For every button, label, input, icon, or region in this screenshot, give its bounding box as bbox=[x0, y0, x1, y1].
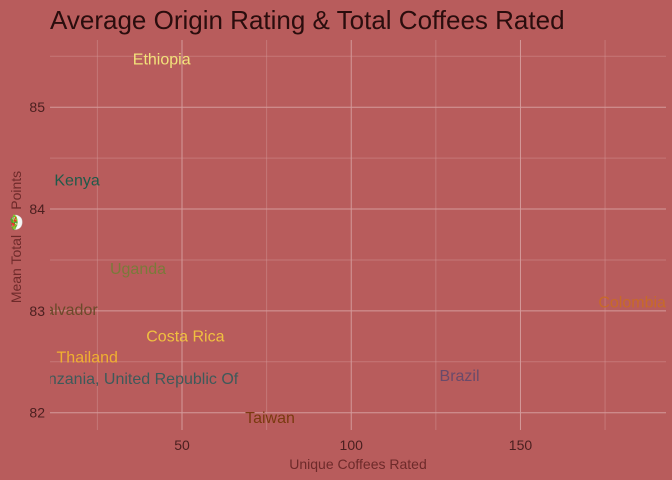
x-tick-label: 50 bbox=[174, 437, 190, 453]
point-label-tanzania-united-republic-of: Tanzania, United Republic Of bbox=[31, 371, 239, 388]
x-tick-label: 150 bbox=[509, 437, 533, 453]
x-tick-label: 100 bbox=[340, 437, 364, 453]
point-label-kenya: Kenya bbox=[54, 173, 99, 190]
point-label-el-salvador: El Salvador bbox=[16, 302, 98, 319]
grid-layer bbox=[50, 40, 666, 430]
y-tick-label: 84 bbox=[29, 201, 45, 217]
points-layer: Ethiopia Kenya Uganda El Salvador Colombia Co… bbox=[16, 51, 666, 427]
chart-title: Average Origin Rating & Total Coffees Ra… bbox=[50, 5, 565, 35]
y-tick-label: 83 bbox=[29, 303, 45, 319]
y-axis-title: Mean Total 🥗 Points bbox=[8, 171, 24, 303]
point-label-thailand: Thailand bbox=[57, 350, 118, 367]
point-label-brazil: Brazil bbox=[440, 368, 480, 385]
point-label-taiwan: Taiwan bbox=[245, 410, 295, 427]
point-label-ethiopia: Ethiopia bbox=[133, 51, 191, 68]
y-tick-label: 85 bbox=[29, 99, 45, 115]
point-label-colombia: Colombia bbox=[598, 295, 666, 312]
tick-layer: 50 100 150 82 83 84 85 bbox=[29, 99, 532, 453]
x-axis-title: Unique Coffees Rated bbox=[289, 456, 427, 472]
y-tick-label: 82 bbox=[29, 405, 45, 421]
point-label-uganda: Uganda bbox=[110, 261, 166, 278]
point-label-costa-rica: Costa Rica bbox=[146, 328, 224, 345]
